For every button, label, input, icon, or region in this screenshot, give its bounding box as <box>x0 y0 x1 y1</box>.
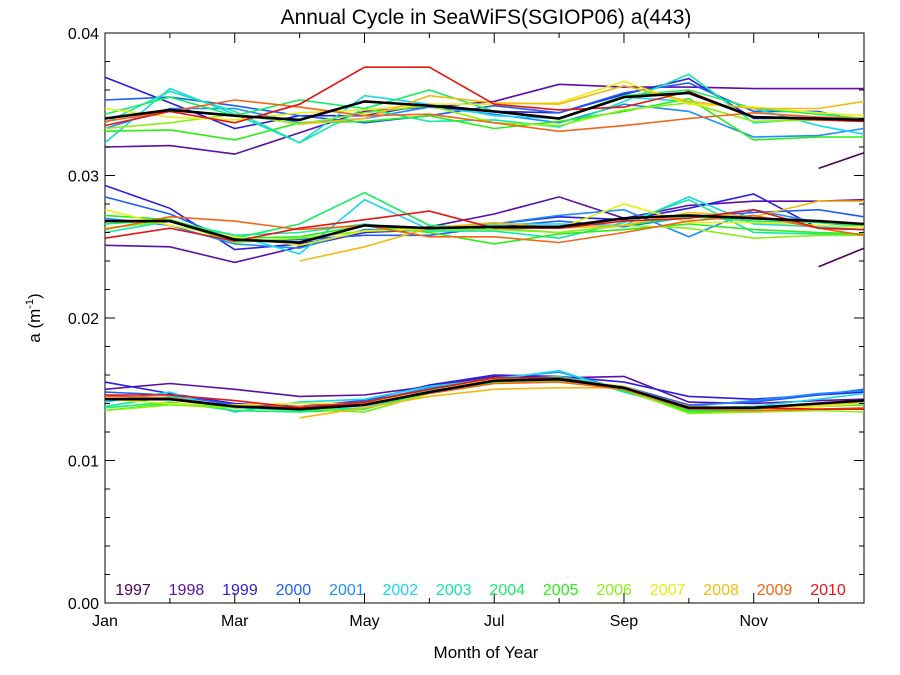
x-tick-label-May: May <box>349 613 379 630</box>
series-line-1997-band-2 <box>818 247 865 268</box>
legend-entry-2009: 2009 <box>757 582 793 599</box>
legend-entry-2003: 2003 <box>436 582 472 599</box>
series-line-2001-band-3 <box>104 103 865 138</box>
series-line-1999-band-1 <box>104 374 865 408</box>
x-tick-label-Mar: Mar <box>221 613 249 630</box>
series-line-2008-band-3 <box>299 84 865 125</box>
legend-entry-2008: 2008 <box>703 582 739 599</box>
mean-line-band-2 <box>105 214 865 244</box>
series-layer <box>104 66 865 419</box>
series-line-2005-band-2 <box>104 214 865 245</box>
series-line-2003-band-3 <box>104 73 865 144</box>
legend-entry-2006: 2006 <box>596 582 632 599</box>
x-tick-label-Sep: Sep <box>610 613 639 630</box>
series-line-1998-band-3 <box>104 83 864 155</box>
mean-line-band-1 <box>105 377 865 411</box>
y-axis: 0.00 0.01 0.02 0.03 0.04 <box>68 26 864 613</box>
legend-entry-1997: 1997 <box>115 582 151 599</box>
chart-title: Annual Cycle in SeaWiFS(SGIOP06) a(443) <box>281 6 692 29</box>
series-line-2000-band-3 <box>104 82 865 124</box>
x-tick-label-Jul: Jul <box>484 613 504 630</box>
legend-entry-2007: 2007 <box>650 582 686 599</box>
y-tick-label-0.01: 0.01 <box>68 454 99 471</box>
y-axis-title-suffix: ) <box>25 293 44 299</box>
y-tick-label-0.04: 0.04 <box>68 26 99 43</box>
series-line-2003-band-2 <box>104 198 865 240</box>
legend: 1997 1998 1999 2000 2001 2002 2003 2004 2005 2006… <box>115 582 846 599</box>
series-line-2005-band-3 <box>104 97 864 141</box>
y-axis-title-exponent: -1 <box>24 299 36 309</box>
series-line-2010-band-2 <box>104 208 865 242</box>
series-line-2006-band-2 <box>104 220 864 244</box>
series-line-2009-band-2 <box>104 214 865 244</box>
x-tick-label-Jan: Jan <box>92 613 118 630</box>
mean-line-band-3 <box>104 91 865 122</box>
series-line-2008-band-2 <box>299 200 864 262</box>
y-axis-title: a (m-1) <box>24 293 44 342</box>
x-tick-label-Nov: Nov <box>739 613 767 630</box>
y-tick-label-0.00: 0.00 <box>68 596 99 613</box>
y-tick-label-0.02: 0.02 <box>68 311 99 328</box>
legend-entry-1999: 1999 <box>222 582 258 599</box>
legend-entry-2005: 2005 <box>543 582 579 599</box>
series-line-1997-band-3 <box>818 151 865 170</box>
series-line-1998-band-1 <box>104 375 865 405</box>
series-line-2007-band-2 <box>104 203 865 247</box>
y-tick-label-0.03: 0.03 <box>68 169 99 186</box>
legend-entry-1998: 1998 <box>169 582 205 599</box>
y-axis-title-main: a (m <box>25 309 44 343</box>
legend-entry-2000: 2000 <box>276 582 312 599</box>
x-axis-title: Month of Year <box>434 643 539 662</box>
legend-entry-2002: 2002 <box>383 582 419 599</box>
series-line-2009-band-3 <box>104 99 865 133</box>
series-line-1998-band-2 <box>104 196 865 264</box>
legend-entry-2004: 2004 <box>489 582 525 599</box>
x-axis: Jan Mar May Jul Sep Nov <box>92 33 820 630</box>
mean-layer <box>104 91 865 411</box>
legend-entry-2010: 2010 <box>810 582 846 599</box>
legend-entry-2001: 2001 <box>329 582 365 599</box>
